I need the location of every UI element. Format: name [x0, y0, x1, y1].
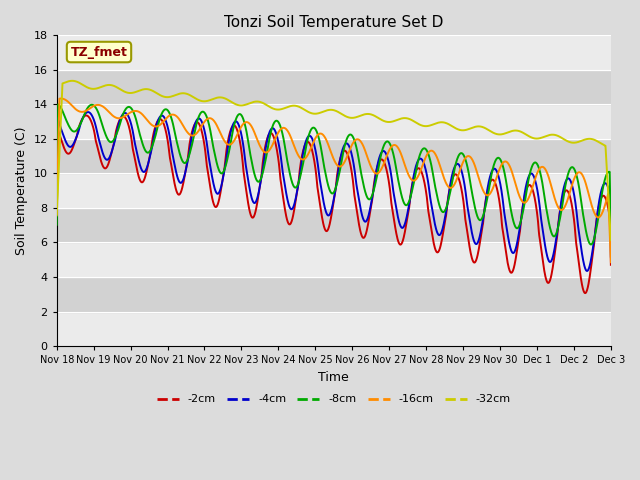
Legend: -2cm, -4cm, -8cm, -16cm, -32cm: -2cm, -4cm, -8cm, -16cm, -32cm	[152, 390, 515, 409]
Bar	[57, 139, 611, 173]
Bar	[57, 70, 611, 104]
Y-axis label: Soil Temperature (C): Soil Temperature (C)	[15, 126, 28, 255]
X-axis label: Time: Time	[319, 371, 349, 384]
Bar	[57, 36, 611, 70]
Bar	[57, 312, 611, 346]
Text: TZ_fmet: TZ_fmet	[70, 46, 127, 59]
Bar	[57, 208, 611, 242]
Bar	[57, 277, 611, 312]
Title: Tonzi Soil Temperature Set D: Tonzi Soil Temperature Set D	[224, 15, 444, 30]
Bar	[57, 173, 611, 208]
Bar	[57, 104, 611, 139]
Bar	[57, 242, 611, 277]
